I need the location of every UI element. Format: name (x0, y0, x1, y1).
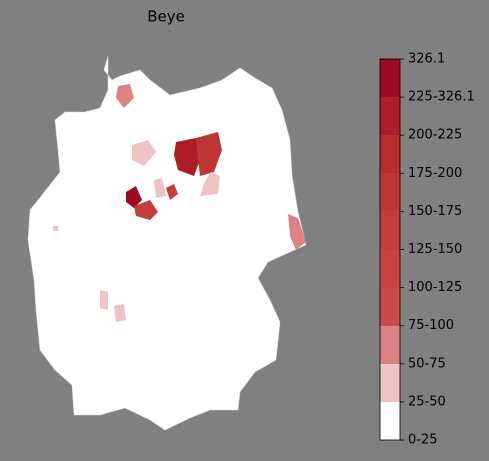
colorbar-frame (379, 58, 401, 441)
colorbar-label: 326.1 (408, 52, 445, 67)
colorbar-segment (380, 401, 400, 440)
region (200, 172, 220, 196)
region (166, 184, 178, 200)
colorbar-segment (380, 135, 400, 174)
colorbar-label: 75-100 (408, 318, 454, 333)
region (196, 132, 222, 176)
colorbar-label: 25-50 (408, 394, 446, 409)
country-outline (27, 55, 307, 431)
colorbar-segment (380, 287, 400, 326)
colorbar-label: 100-125 (408, 280, 462, 295)
colorbar-label: 150-175 (408, 204, 462, 219)
region (126, 186, 142, 208)
germany-map (27, 55, 307, 431)
colorbar-segment (380, 249, 400, 288)
region (132, 140, 156, 166)
colorbar-label: 200-225 (408, 128, 462, 143)
region (154, 178, 166, 198)
region (174, 138, 200, 176)
colorbar-segment (380, 325, 400, 364)
colorbar: 0-25 25-50 50-75 75-100 100-125 125-150 150-17… (380, 52, 475, 448)
colorbar-segment (380, 59, 400, 98)
colorbar-label: 225-326.1 (408, 90, 475, 105)
colorbar-segment (380, 363, 400, 402)
colorbar-label: 175-200 (408, 166, 462, 181)
region (53, 226, 58, 231)
colorbar-segment (380, 173, 400, 212)
colorbar-label: 50-75 (408, 356, 446, 371)
region (116, 84, 134, 108)
colorbar-label: 0-25 (408, 433, 438, 448)
region (114, 304, 126, 322)
region (288, 214, 306, 250)
map-title: Beye (147, 8, 185, 26)
region (134, 200, 158, 220)
region (100, 290, 108, 310)
colorbar-segment (380, 211, 400, 250)
colorbar-segment (380, 97, 400, 136)
colorbar-label: 125-150 (408, 242, 462, 257)
